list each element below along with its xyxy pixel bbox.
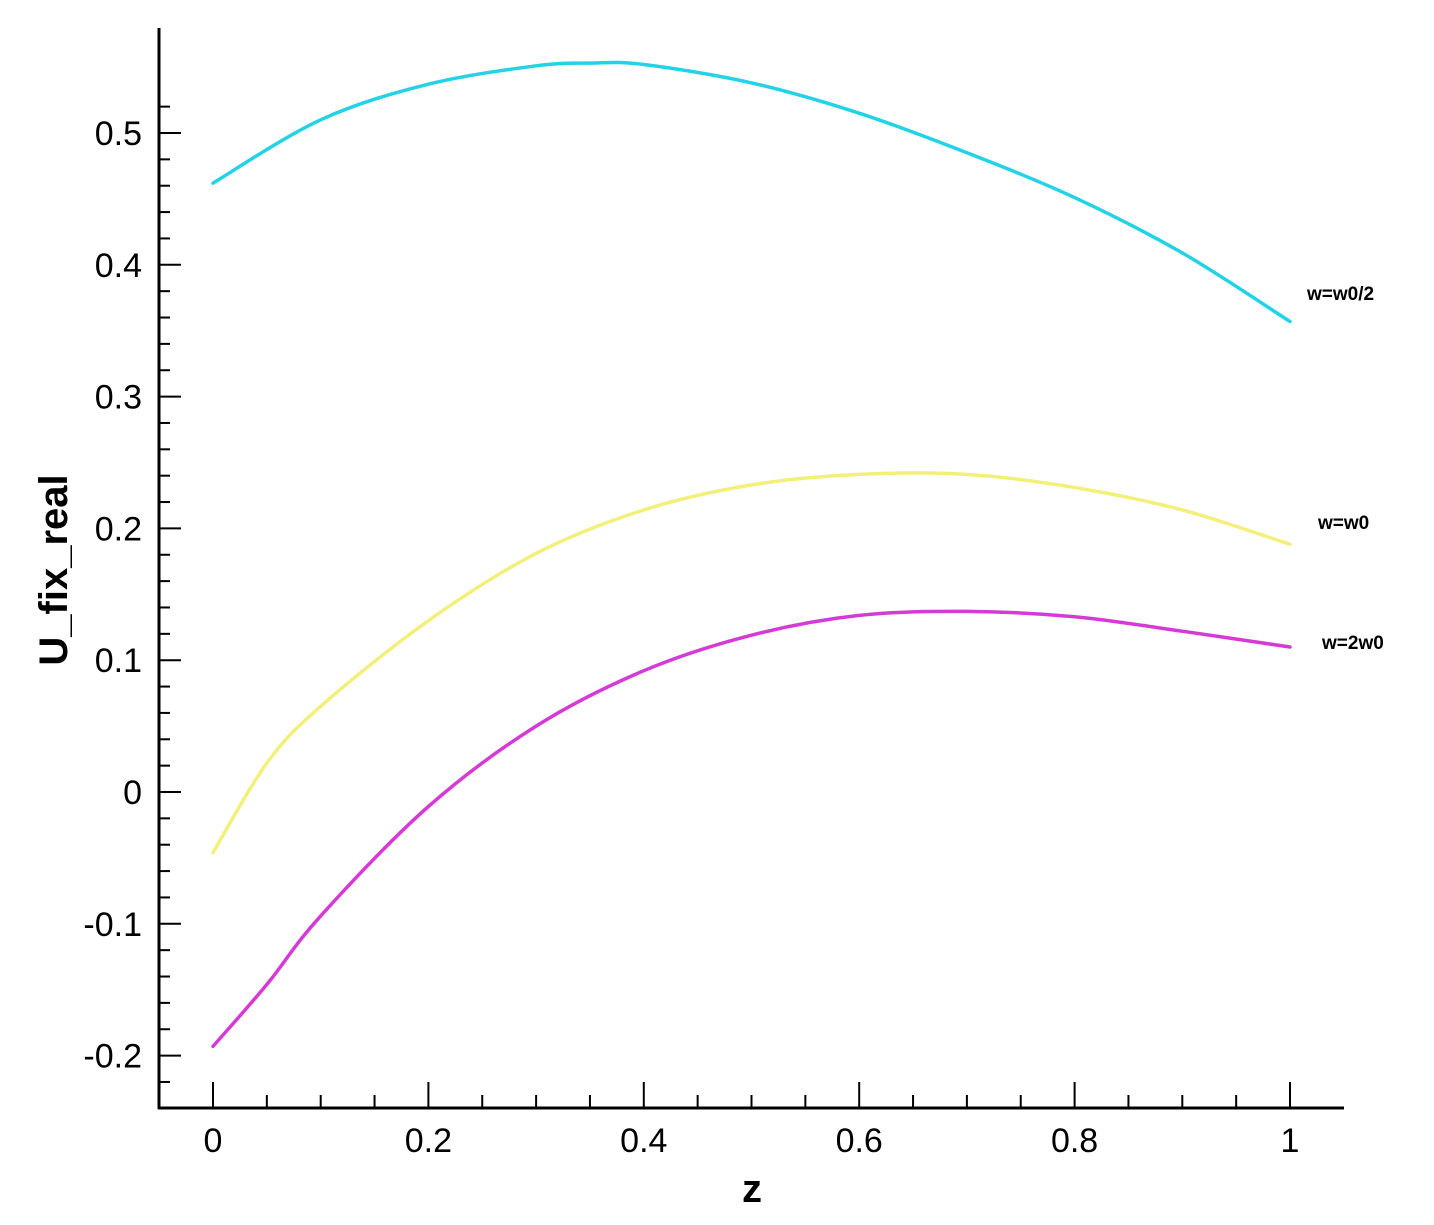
x-axis-title: z [742, 1167, 762, 1211]
x-axis-ticks: 0 0.2 0.4 0.6 0.8 1 [204, 1082, 1300, 1160]
y-tick-label: -0.2 [83, 1038, 142, 1076]
x-tick-label: 0.2 [405, 1122, 452, 1160]
y-tick-label: 0.2 [95, 510, 142, 548]
series-label-2: w=w0 [1317, 513, 1369, 534]
x-tick-label: 1 [1281, 1122, 1300, 1160]
y-tick-label: 0.4 [95, 247, 142, 285]
series-label-1: w=w0/2 [1306, 284, 1374, 305]
series-line-3 [211, 609, 1292, 1049]
y-axis-title: U_fix_real [32, 474, 76, 665]
series-line-1 [211, 60, 1292, 324]
series-lines [211, 60, 1292, 1049]
x-tick-label: 0.6 [836, 1122, 883, 1160]
y-tick-label: 0.5 [95, 115, 142, 153]
series-line-2 [211, 471, 1292, 855]
x-tick-label: 0 [204, 1122, 223, 1160]
y-tick-label: 0.3 [95, 379, 142, 417]
y-tick-label: 0.1 [95, 642, 142, 680]
y-axis-ticks: -0.2 -0.1 0 0.1 0.2 0.3 0.4 0.5 [83, 105, 181, 1083]
x-tick-label: 0.8 [1051, 1122, 1098, 1160]
series-label-3: w=2w0 [1321, 633, 1384, 654]
y-tick-label: 0 [123, 774, 142, 812]
y-tick-label: -0.1 [83, 906, 142, 944]
series-labels: w=w0/2 w=w0 w=2w0 [1306, 284, 1384, 654]
x-tick-label: 0.4 [620, 1122, 667, 1160]
